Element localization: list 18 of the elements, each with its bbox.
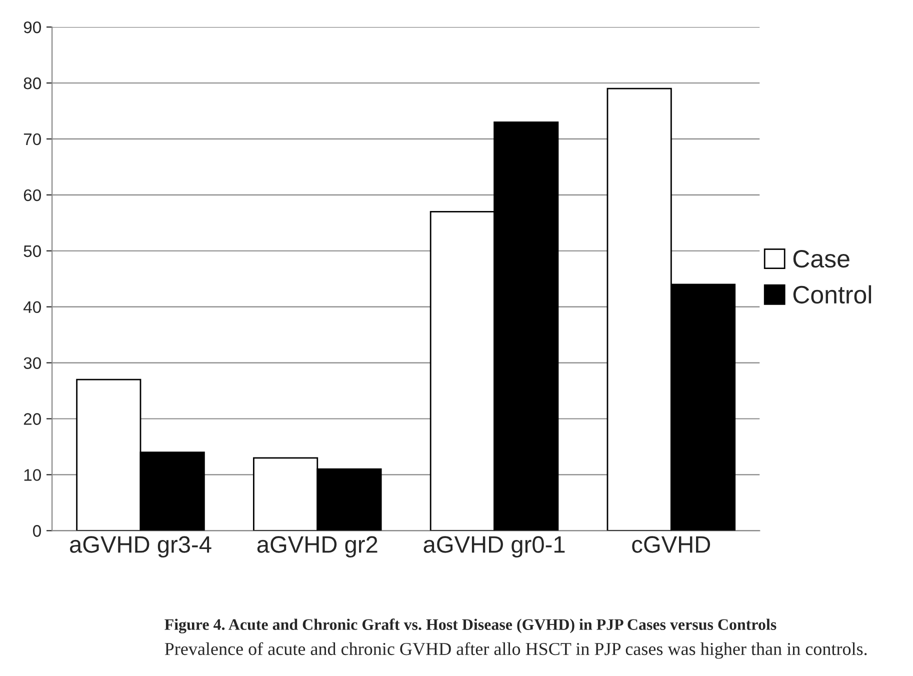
y-tick-label: 50 [24,245,41,258]
legend-label: Case [793,250,850,268]
y-tick-label: 20 [24,413,41,425]
y-tick-label: 10 [24,469,41,481]
x-tick-label: cGVHD [632,536,710,553]
text: Prevalence of acute and chronic GVHD after allo HSCT in PJP cases was higher than in controls. [164,642,867,659]
y-tick-label: 0 [33,525,41,537]
legend-label: Control [793,285,872,304]
y-tick-label: 70 [24,133,41,146]
x-tick-label: aGVHD gr3-4 [70,536,212,558]
y-tick-label: 40 [23,301,41,314]
y-tick-label: 90 [24,21,41,34]
x-tick-label: aGVHD gr0-1 [424,536,565,558]
caption: Figure 4. Acute and Chronic Graft vs. Host Disease (GVHD) in PJP Cases versus Controls [164,618,776,634]
y-tick-label: 60 [24,189,41,202]
y-tick-label: 30 [24,357,41,369]
y-tick-label: 80 [24,77,41,90]
x-tick-label: aGVHD gr2 [257,536,378,558]
